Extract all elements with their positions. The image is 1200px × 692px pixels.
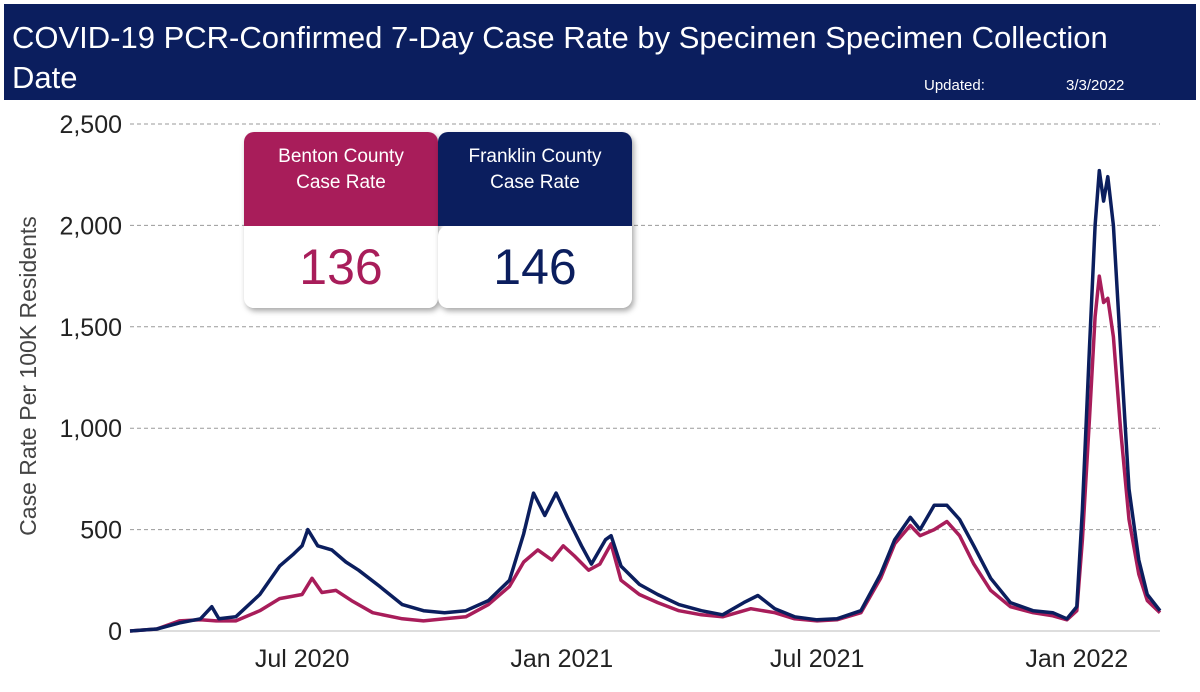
updated-date: 3/3/2022 <box>1066 77 1125 94</box>
y-tick-label: 1,000 <box>59 415 122 443</box>
benton-card-value: 136 <box>244 226 438 308</box>
title-bar: COVID-19 PCR-Confirmed 7-Day Case Rate b… <box>4 4 1196 100</box>
benton-card-label: Benton County <box>278 146 404 167</box>
franklin-card-label: Franklin County <box>468 146 602 167</box>
benton-card-header: Benton County Case Rate <box>244 132 438 226</box>
benton-rate-card: Benton County Case Rate 136 <box>244 132 438 308</box>
x-tick-label: Jul 2020 <box>255 645 350 673</box>
x-tick-label: Jan 2022 <box>1025 645 1128 673</box>
franklin-card-header: Franklin County Case Rate <box>438 132 632 226</box>
x-axis-ticks: Jul 2020 Jan 2021 Jul 2021 Jan 2022 <box>255 645 1128 673</box>
franklin-card-value: 146 <box>438 226 632 308</box>
y-tick-label: 2,500 <box>59 111 122 139</box>
updated-label: Updated: <box>924 77 985 94</box>
franklin-card-sublabel: Case Rate <box>490 172 580 193</box>
franklin-rate-card: Franklin County Case Rate 146 <box>438 132 632 308</box>
x-tick-label: Jan 2021 <box>510 645 613 673</box>
y-tick-label: 500 <box>80 517 122 545</box>
y-tick-label: 2,000 <box>59 212 122 240</box>
y-axis-ticks: 0 500 1,000 1,500 2,000 2,500 <box>59 111 122 646</box>
y-axis-label: Case Rate Per 100K Residents <box>15 216 41 536</box>
benton-card-sublabel: Case Rate <box>296 172 386 193</box>
chart-title: COVID-19 PCR-Confirmed 7-Day Case Rate b… <box>12 20 1108 95</box>
y-tick-label: 0 <box>108 618 122 646</box>
series-line-benton <box>129 274 1162 633</box>
y-tick-label: 1,500 <box>59 314 122 342</box>
series-lines <box>129 168 1162 633</box>
series-line-franklin <box>129 168 1162 633</box>
x-tick-label: Jul 2021 <box>770 645 865 673</box>
